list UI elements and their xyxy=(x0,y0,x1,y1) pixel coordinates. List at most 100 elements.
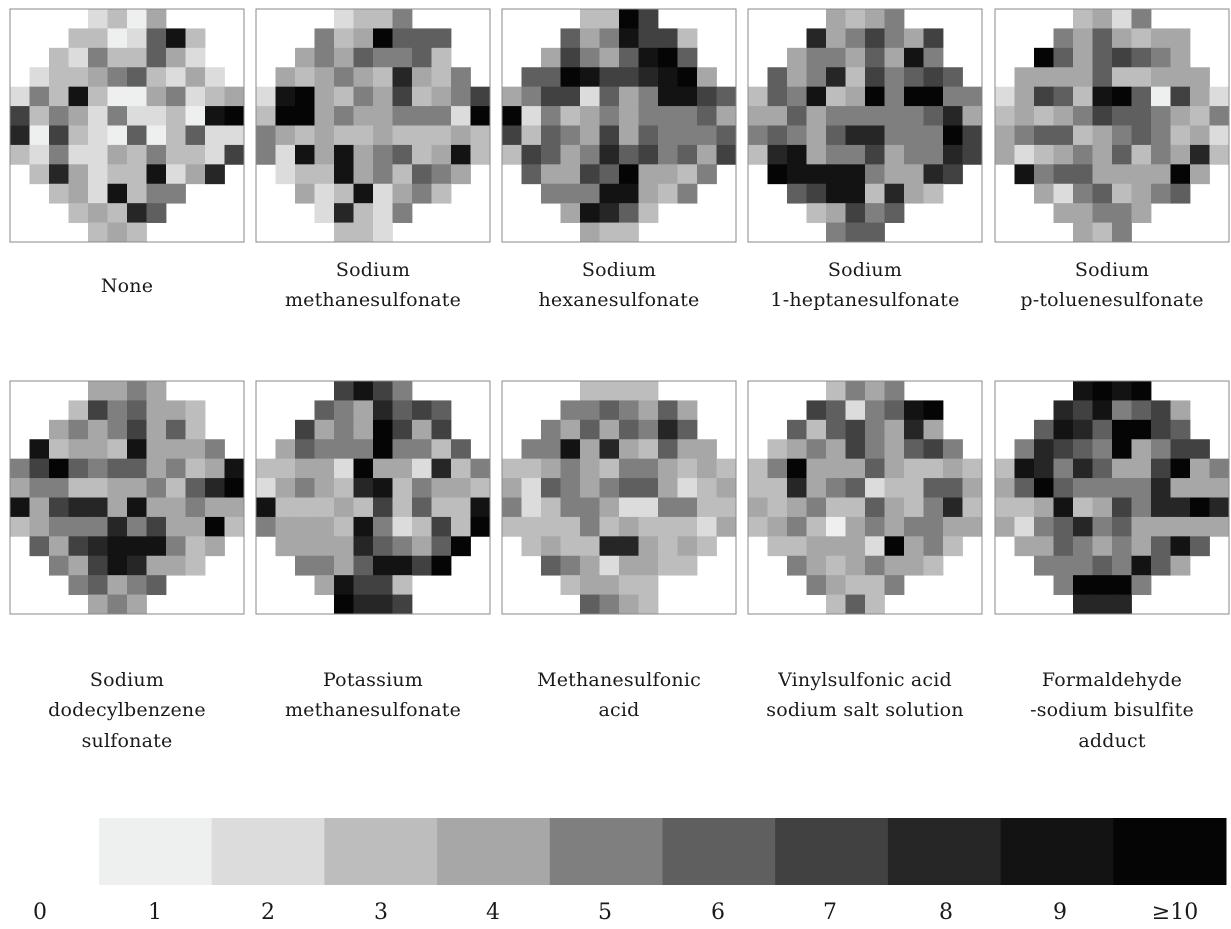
heatmap-cell xyxy=(1151,419,1171,440)
heatmap-cell xyxy=(1112,458,1132,479)
heatmap-cell xyxy=(923,164,944,185)
heatmap-cell xyxy=(353,594,374,615)
heatmap-cell xyxy=(845,86,866,107)
heatmap-cell xyxy=(88,555,108,576)
heatmap-cell xyxy=(560,497,581,518)
heatmap-cell xyxy=(1073,458,1093,479)
heatmap-cell xyxy=(1014,458,1035,479)
heatmap-cell xyxy=(1014,164,1035,185)
heatmap-cell xyxy=(580,439,600,460)
heatmap-cell xyxy=(49,516,69,537)
heatmap-cell xyxy=(865,183,885,204)
heatmap-cell xyxy=(904,125,924,146)
heatmap-cell xyxy=(1092,144,1113,165)
heatmap-cell xyxy=(904,183,924,204)
heatmap-cell xyxy=(431,400,452,421)
heatmap-cell xyxy=(107,125,128,146)
heatmap-cell xyxy=(10,125,30,146)
heatmap-cell xyxy=(392,86,413,107)
panel-frame xyxy=(501,380,737,615)
heatmap-cell xyxy=(638,183,659,204)
heatmap-cell xyxy=(185,419,206,440)
heatmap-cell xyxy=(295,497,315,518)
heatmap-cell xyxy=(205,164,225,185)
heatmap-cell xyxy=(826,125,846,146)
heatmap-cell xyxy=(353,9,374,29)
heatmap-cell xyxy=(1034,516,1054,537)
heatmap-cell xyxy=(146,203,167,223)
heatmap-cell xyxy=(146,67,167,88)
heatmap-cell xyxy=(923,458,944,479)
heatmap-cell xyxy=(1014,125,1035,146)
heatmap-cell xyxy=(865,203,885,223)
heatmap-cell xyxy=(68,106,89,126)
heatmap-cell xyxy=(1073,28,1093,49)
heatmap-cell xyxy=(185,28,206,49)
heatmap-cell xyxy=(373,555,393,576)
panel-label: Sodium dodecylbenzene sulfonate xyxy=(7,665,247,756)
heatmap-cell xyxy=(185,439,206,460)
heatmap-cell xyxy=(826,86,846,107)
heatmap-cell xyxy=(677,164,698,185)
heatmap-cell xyxy=(353,478,374,498)
heatmap-cell xyxy=(638,497,659,518)
heatmap-cell xyxy=(392,9,413,29)
heatmap-cell xyxy=(521,536,542,557)
heatmap-cell xyxy=(431,28,452,49)
heatmap-cell xyxy=(1190,478,1210,498)
heatmap-cell xyxy=(205,125,225,146)
heatmap-cell xyxy=(521,67,542,88)
heatmap-cell xyxy=(619,203,639,223)
heatmap-cell xyxy=(580,144,600,165)
heatmap-cell xyxy=(146,125,167,146)
heatmap-cell xyxy=(412,516,432,537)
heatmap-cell xyxy=(697,106,717,126)
heatmap-cell xyxy=(787,67,807,88)
heatmap-cell xyxy=(884,144,905,165)
heatmap-cell xyxy=(638,86,659,107)
heatmap-cell xyxy=(748,106,768,126)
heatmap-cell xyxy=(1112,203,1132,223)
heatmap-cell xyxy=(353,183,374,204)
colorbar-tick-label: 9 xyxy=(1053,900,1067,925)
colorbar-tick-label: 2 xyxy=(261,900,275,925)
heatmap-cell xyxy=(1170,536,1191,557)
heatmap-cell xyxy=(1170,478,1191,498)
heatmap-cell xyxy=(560,164,581,185)
heatmap-cell xyxy=(943,536,963,557)
heatmap-cell xyxy=(580,497,600,518)
panel-label: Sodium hexanesulfonate xyxy=(499,255,739,316)
heatmap-cell xyxy=(865,575,885,595)
colorbar-tick-label: 1 xyxy=(148,900,162,925)
heatmap-cell xyxy=(1092,203,1113,223)
heatmap-cell xyxy=(502,144,522,165)
heatmap-cell xyxy=(373,164,393,185)
heatmap-cell xyxy=(185,478,206,498)
heatmap-cell xyxy=(275,497,296,518)
heatmap-cell xyxy=(127,419,147,440)
heatmap-cell xyxy=(1151,458,1171,479)
heatmap-cell xyxy=(599,9,620,29)
heatmap-cell xyxy=(599,86,620,107)
heatmap-cell xyxy=(88,164,108,185)
heatmap-cell xyxy=(904,47,924,68)
colorbar-tick-label: ≥10 xyxy=(1151,900,1199,925)
heatmap-cell xyxy=(392,478,413,498)
heatmap-cell xyxy=(599,164,620,185)
panel-label-line: adduct xyxy=(1078,729,1146,752)
heatmap-cell xyxy=(1034,106,1054,126)
heatmap-cell xyxy=(224,86,245,107)
heatmap-cell xyxy=(599,497,620,518)
heatmap-cell xyxy=(697,458,717,479)
heatmap-cell xyxy=(619,478,639,498)
heatmap-cell xyxy=(884,164,905,185)
heatmap-cell xyxy=(295,458,315,479)
heatmap-cell xyxy=(826,9,846,29)
heatmap-cell xyxy=(1053,47,1074,68)
heatmap-cell xyxy=(88,9,108,29)
heatmap-cell xyxy=(314,144,335,165)
heatmap-cell xyxy=(68,555,89,576)
heatmap-cell xyxy=(10,106,30,126)
heatmap-cell xyxy=(541,164,561,185)
heatmap-cell xyxy=(431,86,452,107)
